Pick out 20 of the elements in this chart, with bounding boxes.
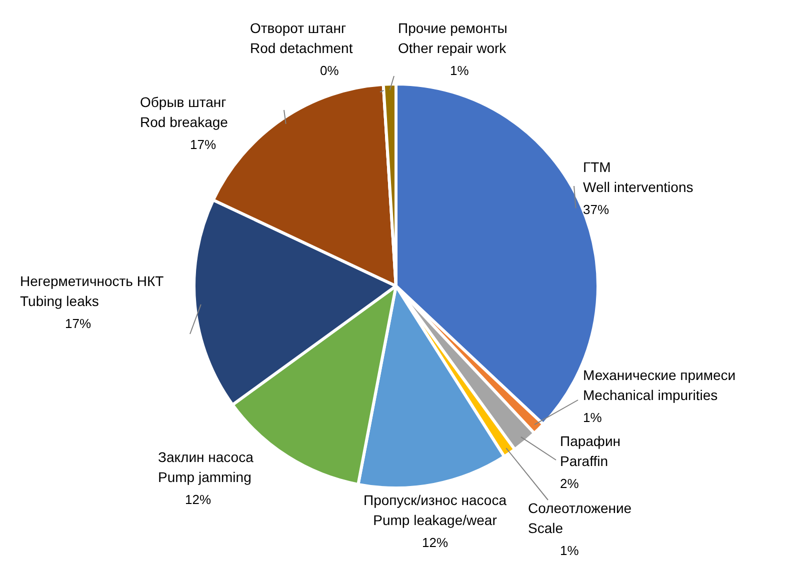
- text: 0%: [320, 63, 339, 78]
- data-label: 17%: [190, 137, 216, 152]
- slice-label: ГТМ Well interventions: [583, 159, 694, 195]
- data-label: 1%: [450, 63, 470, 78]
- data-label: 1%: [583, 410, 602, 425]
- slice-label: Обрыв штанг Rod breakage: [140, 94, 228, 130]
- data-label: 17%: [65, 316, 92, 331]
- data-label: 2%: [560, 476, 580, 491]
- data-label: 1%: [560, 543, 580, 558]
- slice-label: Механические примеси Mechanical impurities: [583, 367, 736, 403]
- slice-label: Пропуск/износ насоса Pump leakage/wear: [364, 492, 507, 528]
- data-label: 12%: [185, 492, 212, 507]
- slice-label: Солеотложение Scale: [528, 500, 632, 536]
- data-label: 12%: [422, 535, 448, 550]
- slice-label: Прочие ремонты Other repair work: [398, 20, 508, 56]
- category-label: Отворот штанг Rod detachment: [250, 20, 353, 56]
- data-label: 37%: [583, 202, 610, 217]
- slice-label: Заклин насоса Pump jamming: [158, 449, 254, 485]
- slice-label: Негерметичность НКТ Tubing leaks: [20, 273, 164, 309]
- slice-label: Парафин Paraffin: [560, 433, 620, 469]
